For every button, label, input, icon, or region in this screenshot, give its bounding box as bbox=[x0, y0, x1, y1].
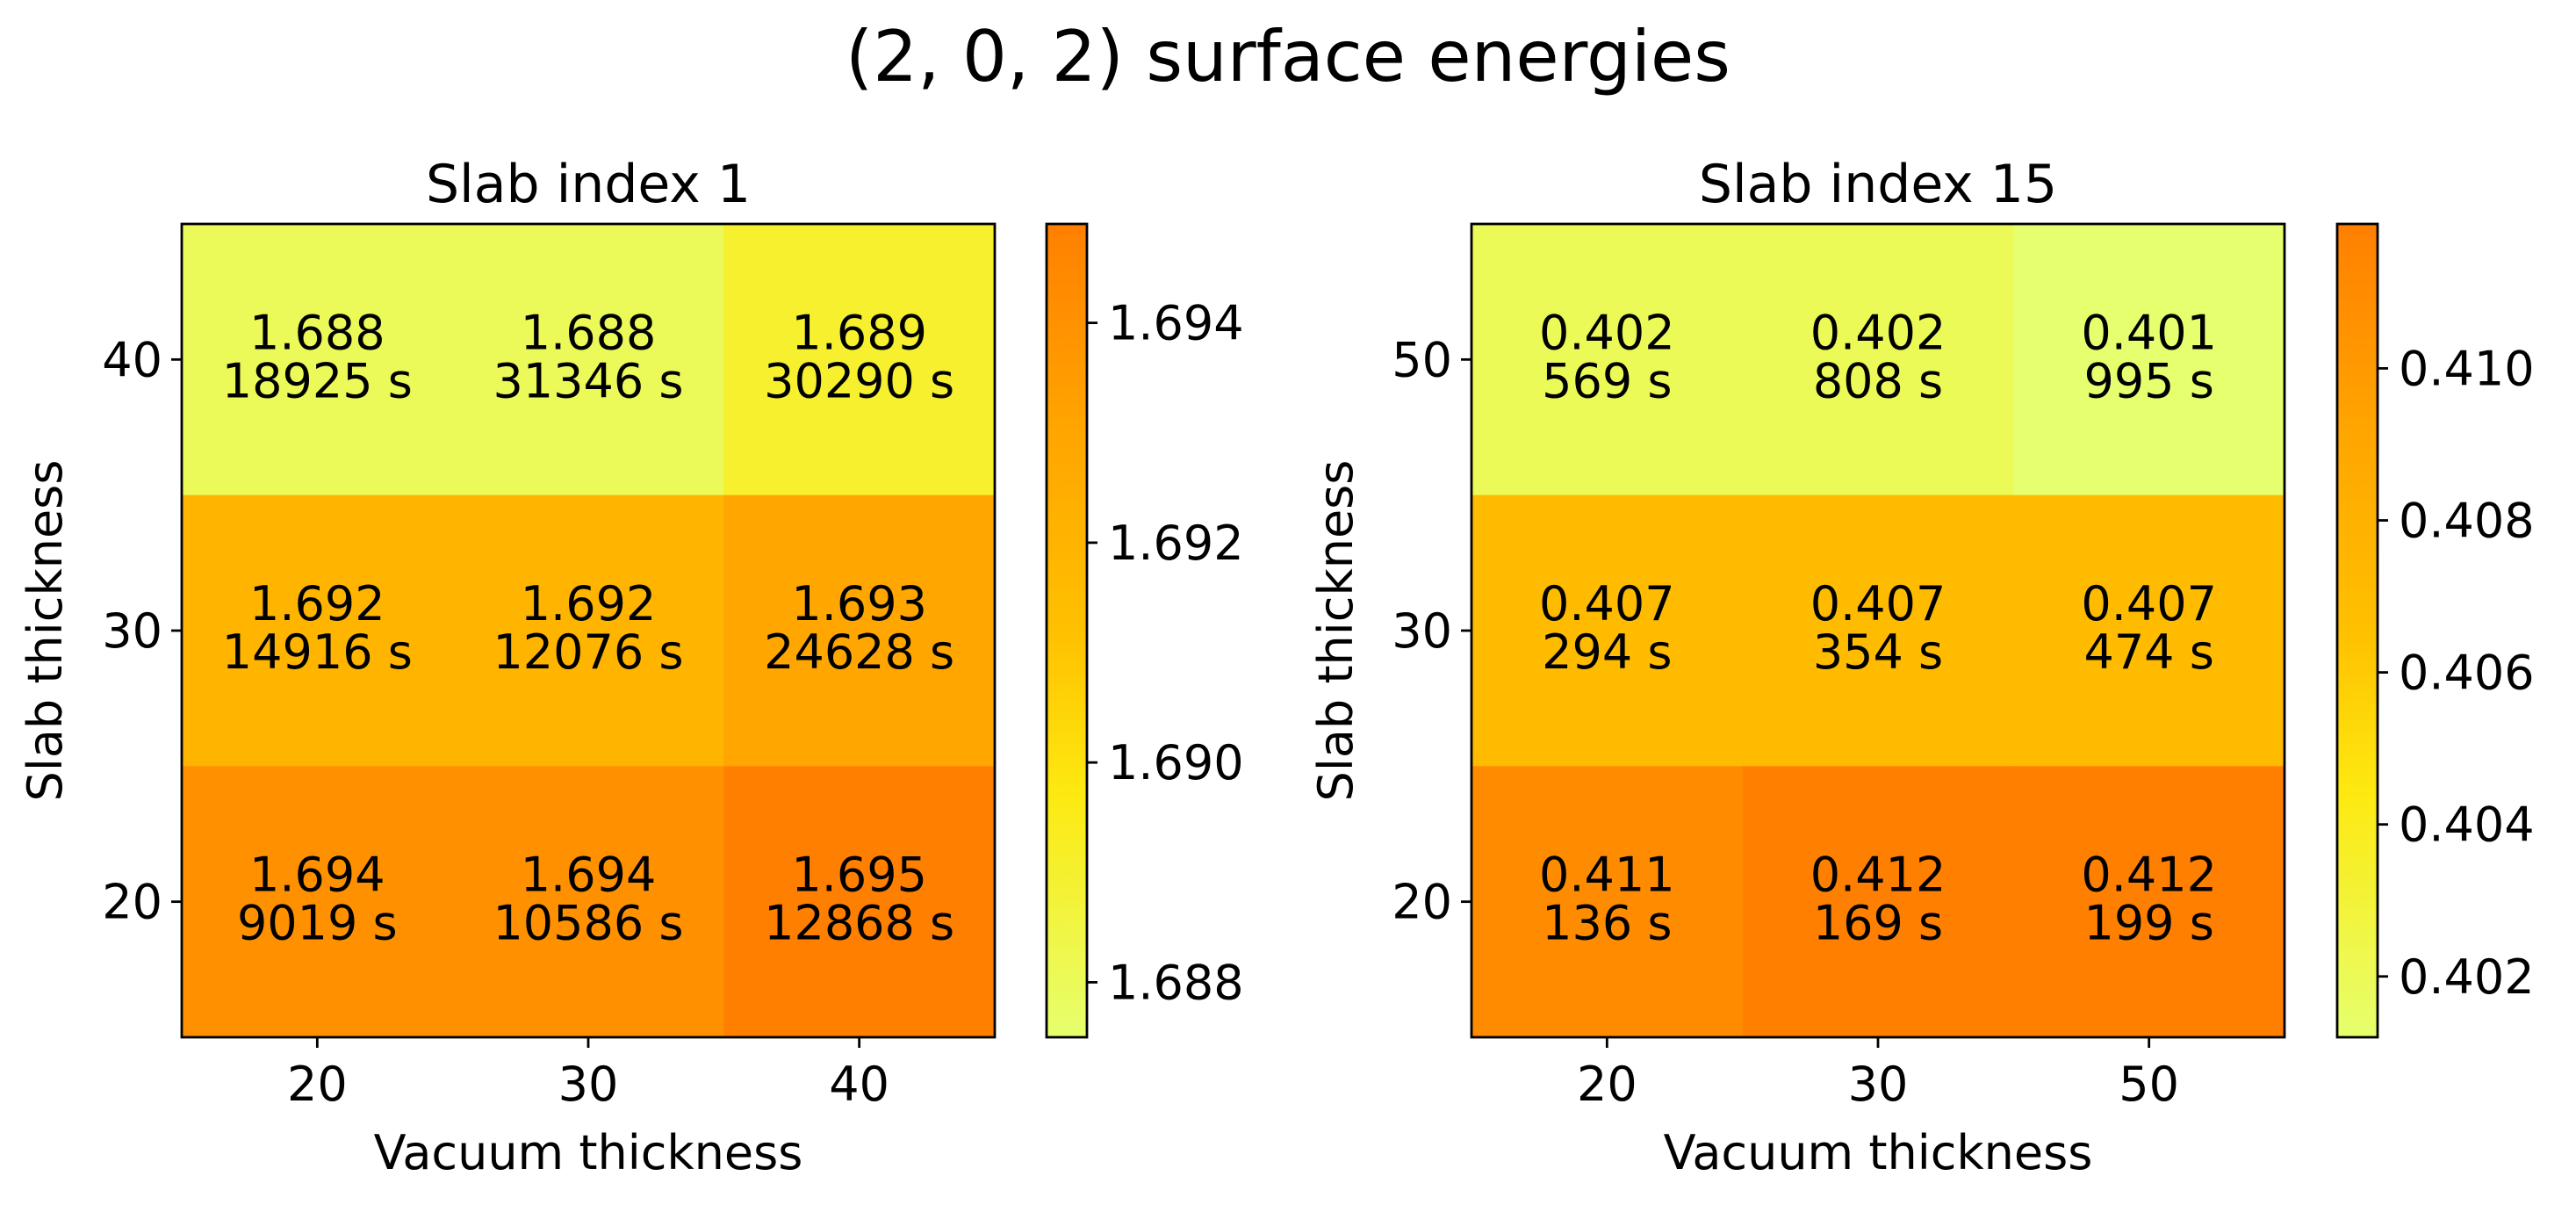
cell-time-label: 31346 s bbox=[493, 353, 683, 408]
heatmap-cell bbox=[1742, 494, 2014, 767]
colorbar-tick-label: 0.406 bbox=[2399, 646, 2535, 701]
cell-value-label: 0.411 bbox=[1539, 848, 1675, 903]
colorbar-tick-label: 0.410 bbox=[2399, 341, 2535, 396]
cell-time-label: 354 s bbox=[1813, 624, 1943, 680]
x-tick-label: 30 bbox=[1848, 1057, 1909, 1112]
cell-value-label: 0.402 bbox=[1810, 305, 1946, 360]
y-tick-label: 30 bbox=[102, 603, 162, 659]
colorbar-frame bbox=[1045, 222, 1089, 1039]
heatmap-cell bbox=[452, 494, 724, 767]
colorbar-tick-label: 1.690 bbox=[1108, 735, 1244, 790]
panel-title: Slab index 1 bbox=[426, 154, 751, 215]
heatmap-cell bbox=[2013, 224, 2285, 496]
heatmap-cell bbox=[2013, 766, 2285, 1038]
x-tick-label: 30 bbox=[558, 1057, 619, 1112]
cell-value-label: 0.412 bbox=[2081, 848, 2217, 903]
cell-time-label: 9019 s bbox=[237, 896, 398, 951]
y-axis-label: Slab thickness bbox=[18, 460, 73, 802]
colorbar-tick-label: 0.408 bbox=[2399, 494, 2535, 549]
cell-time-label: 294 s bbox=[1542, 624, 1672, 680]
x-tick-label: 20 bbox=[287, 1057, 348, 1112]
colorbar-tick-label: 0.402 bbox=[2399, 949, 2535, 1005]
cell-value-label: 1.695 bbox=[791, 848, 927, 903]
panel-title: Slab index 15 bbox=[1699, 154, 2057, 215]
cell-value-label: 0.412 bbox=[1810, 848, 1946, 903]
heatmap-cell bbox=[182, 766, 454, 1038]
x-tick-label: 50 bbox=[2119, 1057, 2179, 1112]
colorbar bbox=[1047, 224, 1087, 1037]
cell-time-label: 12076 s bbox=[493, 624, 683, 680]
heatmap-cell bbox=[1471, 766, 1744, 1038]
heatmap-cell bbox=[1471, 494, 1744, 767]
cell-value-label: 1.693 bbox=[791, 576, 927, 631]
cell-value-label: 1.692 bbox=[521, 576, 657, 631]
cell-time-label: 569 s bbox=[1542, 353, 1672, 408]
colorbar-frame bbox=[2335, 222, 2379, 1039]
cell-time-label: 169 s bbox=[1813, 896, 1943, 951]
cell-value-label: 1.688 bbox=[249, 305, 385, 360]
heatmap-cell bbox=[1742, 766, 2014, 1038]
cell-time-label: 14916 s bbox=[222, 624, 413, 680]
colorbar-tick-label: 1.692 bbox=[1108, 516, 1244, 571]
cell-time-label: 199 s bbox=[2083, 896, 2213, 951]
cell-value-label: 0.401 bbox=[2081, 305, 2217, 360]
heatmap-cell bbox=[723, 494, 996, 767]
cell-value-label: 1.688 bbox=[521, 305, 657, 360]
colorbar-tick-label: 1.688 bbox=[1108, 955, 1244, 1010]
cell-value-label: 0.407 bbox=[1810, 576, 1946, 631]
cell-time-label: 18925 s bbox=[222, 353, 413, 408]
y-tick-label: 20 bbox=[102, 875, 162, 930]
x-axis-label: Vacuum thickness bbox=[1664, 1125, 2093, 1180]
cell-value-label: 0.407 bbox=[1539, 576, 1675, 631]
colorbar-tick-label: 0.404 bbox=[2399, 797, 2535, 853]
cell-value-label: 1.689 bbox=[791, 305, 927, 360]
colorbar bbox=[2337, 224, 2378, 1037]
figure-title: (2, 0, 2) surface energies bbox=[845, 16, 1731, 97]
cell-value-label: 1.694 bbox=[249, 848, 385, 903]
cell-time-label: 995 s bbox=[2083, 353, 2213, 408]
x-axis-label: Vacuum thickness bbox=[374, 1125, 803, 1180]
heatmap-cell bbox=[723, 766, 996, 1038]
heatmap-cell bbox=[452, 224, 724, 496]
y-tick-label: 20 bbox=[1392, 875, 1452, 930]
cell-time-label: 12868 s bbox=[764, 896, 954, 951]
y-tick-label: 40 bbox=[102, 332, 162, 387]
cell-time-label: 30290 s bbox=[764, 353, 954, 408]
heatmap-cell bbox=[723, 224, 996, 496]
heatmap-cell bbox=[1742, 224, 2014, 496]
cell-value-label: 1.692 bbox=[249, 576, 385, 631]
heatmap-cell bbox=[182, 494, 454, 767]
cell-time-label: 808 s bbox=[1813, 353, 1943, 408]
heatmap-cell bbox=[2013, 494, 2285, 767]
cell-value-label: 0.402 bbox=[1539, 305, 1675, 360]
x-tick-label: 40 bbox=[829, 1057, 889, 1112]
colorbar-tick-label: 1.694 bbox=[1108, 296, 1244, 351]
cell-value-label: 1.694 bbox=[521, 848, 657, 903]
cell-time-label: 136 s bbox=[1542, 896, 1672, 951]
cell-value-label: 0.407 bbox=[2081, 576, 2217, 631]
cell-time-label: 474 s bbox=[2083, 624, 2213, 680]
heatmap-cell bbox=[1471, 224, 1744, 496]
y-axis-label: Slab thickness bbox=[1308, 460, 1364, 802]
cell-time-label: 10586 s bbox=[493, 896, 683, 951]
y-tick-label: 50 bbox=[1392, 332, 1452, 387]
cell-time-label: 24628 s bbox=[764, 624, 954, 680]
y-tick-label: 30 bbox=[1392, 603, 1452, 659]
heatmap-cell bbox=[452, 766, 724, 1038]
x-tick-label: 20 bbox=[1577, 1057, 1637, 1112]
heatmap-cell bbox=[182, 224, 454, 496]
